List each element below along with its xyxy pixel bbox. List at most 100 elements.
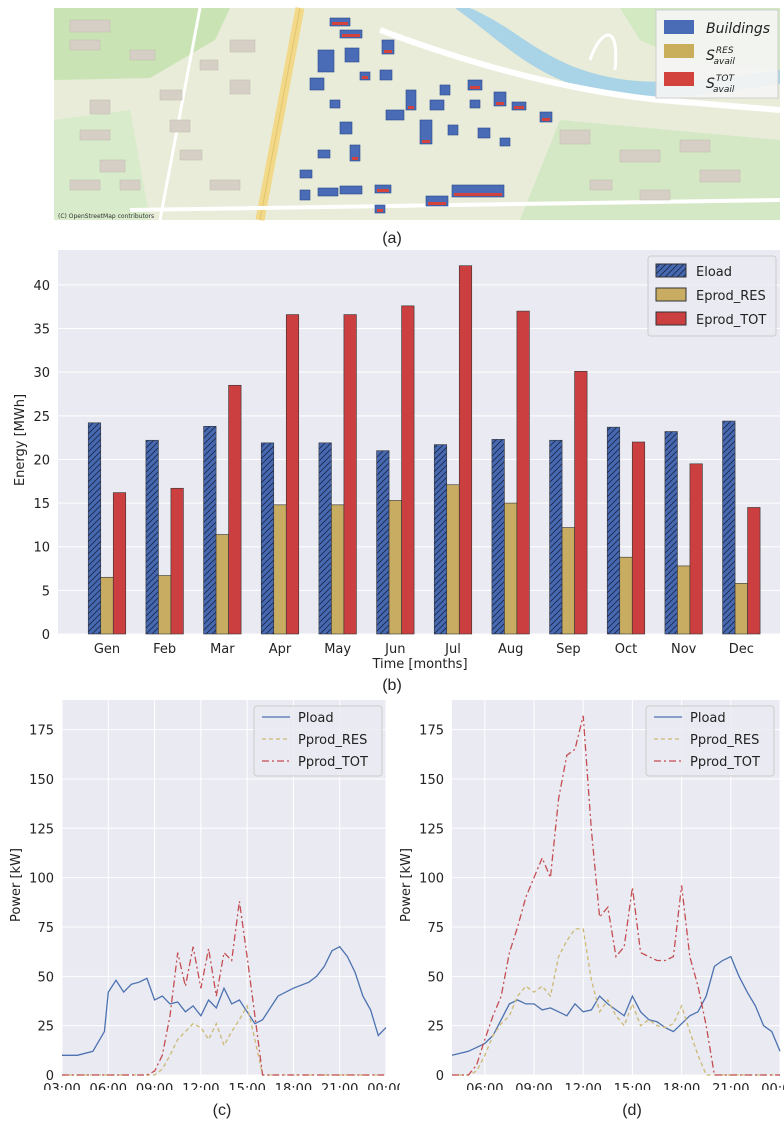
bar-eprod-tot — [228, 384, 242, 635]
ld-y-tick-label: 125 — [419, 822, 444, 837]
bar-eload — [318, 442, 332, 635]
bar-y-ticks: 0 5 10 15 20 25 30 35 40 — [33, 279, 50, 643]
bar-x-tick-label: Jun — [384, 642, 405, 657]
lc-x-tick-label: 00:00 — [367, 1082, 400, 1090]
bar-eprod-tot — [689, 463, 703, 635]
highlighted-building — [349, 144, 361, 162]
bar-legend-label-eprod-tot: Eprod_TOT — [696, 313, 766, 328]
line-d-series — [451, 715, 781, 1076]
highlighted-building — [339, 185, 363, 195]
ld-x-tick-label: 18:00 — [663, 1082, 700, 1090]
line-c-y-axis-label: Power [kW] — [9, 848, 24, 922]
map-building — [229, 79, 251, 95]
line-c-x-ticks: 03:00 06:00 09:00 12:00 15:00 18:00 21:00 00:00 — [43, 1082, 400, 1090]
bar-eload — [549, 439, 563, 635]
highlighted-building — [439, 84, 451, 96]
legend-label-buildings: Buildings — [706, 21, 770, 37]
bar-y-tick-label: 15 — [33, 497, 50, 512]
map-building — [99, 159, 126, 173]
bar-eprod-res — [677, 565, 691, 635]
bar-eload — [203, 425, 217, 635]
bar-y-tick-label: 30 — [33, 366, 50, 381]
bar-eprod-res — [215, 534, 229, 635]
lc-y-tick-label: 175 — [29, 724, 54, 739]
bar-eprod-tot — [458, 265, 473, 635]
ld-y-tick-label: 0 — [436, 1069, 444, 1084]
highlighted-building — [419, 119, 433, 145]
map-building — [129, 49, 156, 61]
ld-x-tick-label: 12:00 — [564, 1082, 601, 1090]
bar-eprod-res — [619, 556, 633, 635]
bar-x-axis-label: Time [months] — [371, 657, 467, 672]
bar-y-tick-label: 20 — [33, 453, 50, 468]
lc-y-tick-label: 100 — [29, 872, 54, 887]
ld-x-tick-label: 15:00 — [614, 1082, 651, 1090]
highlighted-building — [447, 124, 459, 136]
line-d-legend-box — [645, 705, 775, 777]
highlighted-building — [477, 127, 491, 139]
caption-b: (b) — [382, 677, 402, 694]
bar-x-tick-label: Mar — [210, 642, 235, 657]
bar-eload — [145, 439, 159, 635]
lc-y-tick-label: 150 — [29, 773, 54, 788]
roof-area-tot — [352, 157, 358, 160]
map-building — [169, 119, 191, 133]
lc-x-tick-label: 18:00 — [275, 1082, 312, 1090]
bar-eprod-res — [388, 500, 402, 635]
highlighted-building — [469, 99, 481, 109]
map-building — [619, 149, 661, 163]
lc-y-tick-label: 25 — [37, 1020, 54, 1035]
lc-x-tick-label: 21:00 — [321, 1082, 358, 1090]
highlighted-building — [429, 99, 445, 111]
bar-x-tick-label: Apr — [269, 642, 292, 657]
map-building — [199, 59, 219, 71]
roof-area-tot — [408, 106, 414, 109]
bar-x-tick-label: Gen — [94, 642, 120, 657]
roof-area-tot — [332, 22, 348, 25]
roof-area-tot — [384, 50, 392, 53]
bar-x-tick-label: Dec — [729, 642, 754, 657]
bar-eprod-res — [561, 527, 575, 635]
bar-eload — [606, 426, 621, 635]
ld-x-tick-label: 00:00 — [761, 1082, 784, 1090]
lc-x-tick-label: 06:00 — [90, 1082, 127, 1090]
line-c-legend-label-pprod-res: Pprod_RES — [298, 733, 367, 748]
bar-eprod-tot — [516, 310, 530, 635]
roof-area-tot — [377, 189, 389, 192]
highlighted-building — [425, 195, 449, 207]
bar-eprod-res — [446, 484, 460, 635]
bar-eload — [87, 422, 102, 635]
bar-eprod-res — [100, 576, 114, 635]
highlighted-building — [309, 77, 325, 91]
map-attribution: (C) OpenStreetMap contributors — [58, 213, 154, 220]
bar-y-tick-label: 5 — [42, 584, 50, 599]
line-d-legend-label-pprod-tot: Pprod_TOT — [690, 755, 760, 770]
roof-area-tot — [542, 118, 550, 121]
lc-x-tick-label: 03:00 — [43, 1082, 80, 1090]
lc-x-tick-label: 15:00 — [228, 1082, 265, 1090]
line-c-legend-label-pload: Pload — [298, 711, 334, 726]
bar-legend-label-eprod-res: Eprod_RES — [696, 289, 766, 304]
bar-eload — [664, 431, 678, 635]
bar-eload — [376, 450, 390, 635]
ld-y-tick-label: 100 — [419, 872, 444, 887]
bar-x-ticks: Gen Feb Mar Apr May Jun Jul Aug Sep Oct Nov Dec — [94, 642, 754, 657]
map-building — [79, 129, 111, 141]
map-panel: Buildings SRES avail STOT avail (C) OpenSt… — [54, 7, 781, 221]
lc-pload-line — [62, 945, 387, 1056]
line-d-legend-label-pload: Pload — [690, 711, 726, 726]
bar-y-tick-label: 25 — [33, 410, 50, 425]
bar-eprod-tot — [170, 487, 184, 635]
roof-area-tot — [362, 76, 368, 79]
lc-x-tick-label: 12:00 — [182, 1082, 219, 1090]
legend-swatch-s-tot — [664, 72, 694, 86]
map-building — [209, 179, 241, 191]
ld-y-tick-label: 75 — [427, 921, 444, 936]
lc-y-tick-label: 75 — [37, 921, 54, 936]
roof-area-tot — [377, 209, 383, 212]
bar-legend: Eload Eprod_RES Eprod_TOT — [647, 255, 777, 337]
map-building — [559, 129, 591, 145]
caption-d: (d) — [622, 1102, 642, 1119]
ld-pprod-res-line — [452, 928, 780, 1076]
